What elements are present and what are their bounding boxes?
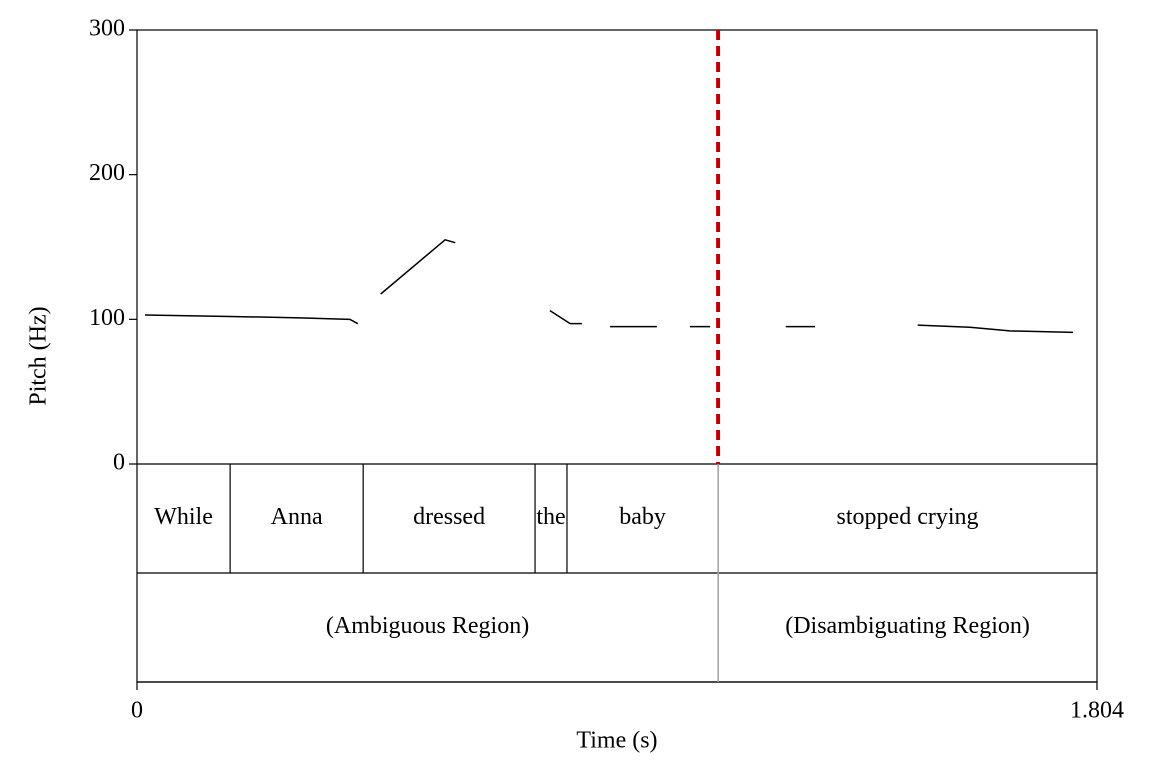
tier-label: Anna xyxy=(271,504,323,530)
y-tick-label: 200 xyxy=(89,160,125,186)
y-tick-label: 300 xyxy=(89,16,125,42)
x-axis-label: Time (s) xyxy=(576,728,657,754)
x-tick-label: 1.804 xyxy=(1070,698,1124,724)
tier-label: dressed xyxy=(413,504,485,530)
x-tick-label: 0 xyxy=(131,698,143,724)
tier-label: baby xyxy=(619,504,666,530)
y-axis-label: Pitch (Hz) xyxy=(26,306,52,405)
y-tick-label: 100 xyxy=(89,305,125,331)
tier-label: (Ambiguous Region) xyxy=(326,613,529,639)
pitch-contour xyxy=(144,238,1074,334)
plot-frame xyxy=(136,29,1098,683)
y-tick-label: 0 xyxy=(113,450,125,476)
tier-label: stopped crying xyxy=(837,504,979,530)
tier-label: (Disambiguating Region) xyxy=(785,613,1030,639)
tier-label: the xyxy=(536,504,565,530)
tier-label: While xyxy=(154,504,213,530)
